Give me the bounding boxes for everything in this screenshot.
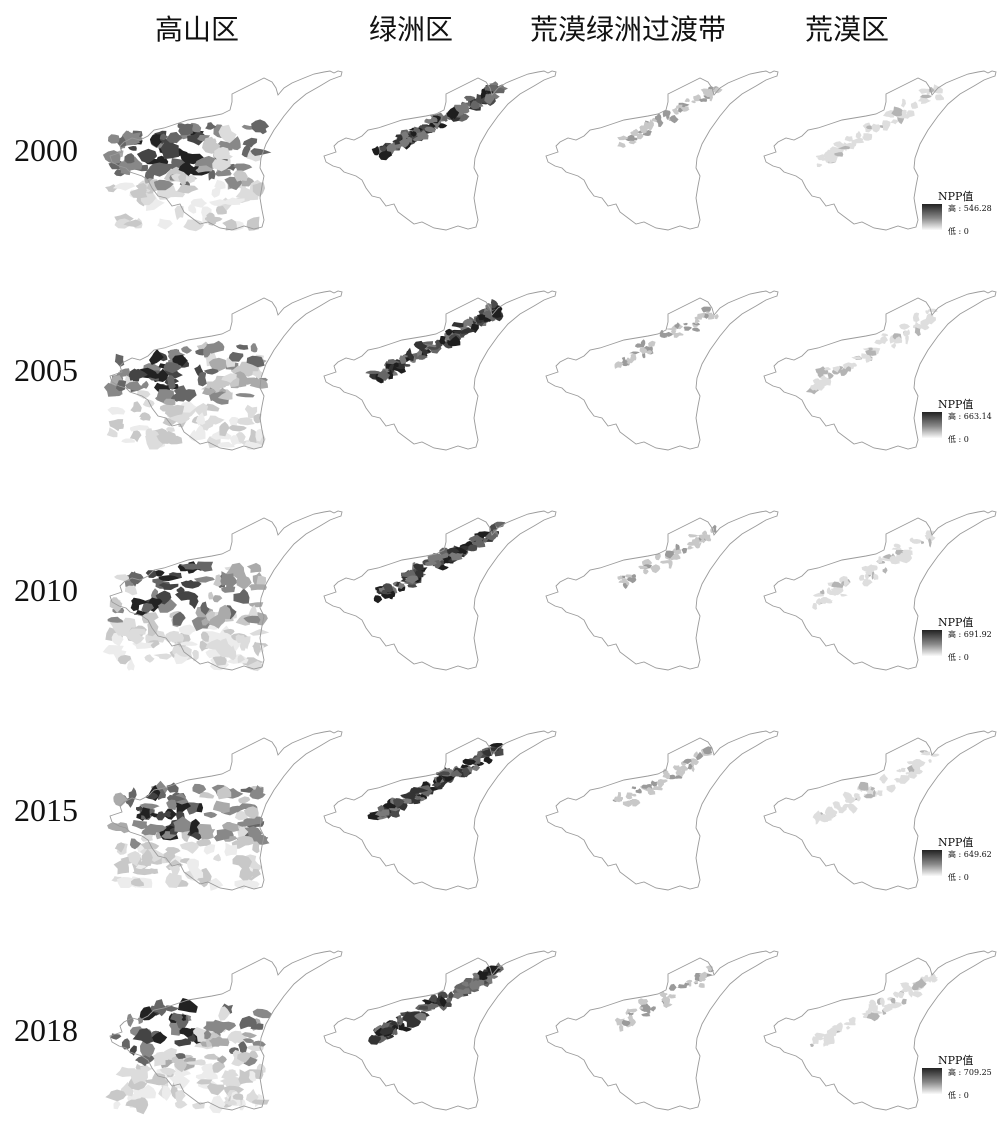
legend-high-label: 高 : 709.25 bbox=[948, 1068, 992, 1077]
legend-title: NPP值 bbox=[938, 1054, 974, 1067]
legend-low-label: 低 : 0 bbox=[948, 435, 969, 444]
npp-map-alpine-2015 bbox=[92, 724, 343, 894]
npp-map-oasis-2015 bbox=[306, 724, 557, 894]
column-header-alpine: 高山区 bbox=[154, 13, 239, 46]
legend-2010: NPP值 高 : 691.92 低 : 0 bbox=[920, 614, 998, 684]
legend-high-label: 高 : 649.62 bbox=[948, 850, 992, 859]
npp-map-alpine-2005 bbox=[92, 284, 343, 454]
npp-map-desert-2005 bbox=[746, 284, 997, 454]
legend-gradient-bar bbox=[922, 1068, 942, 1094]
npp-map-alpine-2018 bbox=[92, 944, 343, 1115]
legend-gradient-bar bbox=[922, 204, 942, 230]
legend-title: NPP值 bbox=[938, 190, 974, 203]
legend-low-label: 低 : 0 bbox=[948, 227, 969, 236]
column-header-oasis: 绿洲区 bbox=[368, 13, 453, 46]
legend-gradient-bar bbox=[922, 630, 942, 656]
year-label-2010: 2010 bbox=[14, 572, 78, 608]
legend-2018: NPP值 高 : 709.25 低 : 0 bbox=[920, 1052, 998, 1122]
npp-map-desert-2015 bbox=[746, 724, 997, 894]
npp-map-alpine-2000 bbox=[92, 64, 343, 234]
column-header-transition: 荒漠绿洲过渡带 bbox=[529, 13, 726, 46]
npp-map-desert-2000 bbox=[746, 64, 997, 234]
legend-gradient-bar bbox=[922, 850, 942, 876]
npp-map-oasis-2000 bbox=[306, 64, 557, 234]
legend-2015: NPP值 高 : 649.62 低 : 0 bbox=[920, 834, 998, 904]
legend-title: NPP值 bbox=[938, 836, 974, 849]
npp-map-transition-2005 bbox=[528, 284, 779, 454]
year-label-2018: 2018 bbox=[14, 1012, 78, 1048]
legend-low-label: 低 : 0 bbox=[948, 1091, 969, 1100]
legend-gradient-bar bbox=[922, 412, 942, 438]
legend-high-label: 高 : 546.28 bbox=[948, 204, 992, 213]
npp-map-oasis-2018 bbox=[306, 944, 557, 1114]
npp-map-transition-2018 bbox=[528, 944, 779, 1114]
year-label-2015: 2015 bbox=[14, 792, 78, 828]
legend-2005: NPP值 高 : 663.14 低 : 0 bbox=[920, 396, 998, 466]
npp-map-transition-2010 bbox=[528, 504, 779, 674]
npp-map-alpine-2010 bbox=[92, 504, 343, 674]
legend-high-label: 高 : 663.14 bbox=[948, 412, 992, 421]
legend-title: NPP值 bbox=[938, 398, 974, 411]
column-header-desert: 荒漠区 bbox=[804, 13, 889, 46]
npp-map-desert-2010 bbox=[746, 504, 997, 674]
npp-map-oasis-2005 bbox=[306, 284, 557, 454]
legend-title: NPP值 bbox=[938, 616, 974, 629]
legend-low-label: 低 : 0 bbox=[948, 873, 969, 882]
npp-map-transition-2015 bbox=[528, 724, 779, 894]
legend-high-label: 高 : 691.92 bbox=[948, 630, 992, 639]
year-label-2000: 2000 bbox=[14, 132, 78, 168]
npp-map-oasis-2010 bbox=[306, 504, 557, 674]
year-label-2005: 2005 bbox=[14, 352, 78, 388]
npp-map-transition-2000 bbox=[528, 64, 779, 234]
legend-low-label: 低 : 0 bbox=[948, 653, 969, 662]
npp-map-desert-2018 bbox=[746, 944, 997, 1114]
legend-2000: NPP值 高 : 546.28 低 : 0 bbox=[920, 188, 998, 258]
